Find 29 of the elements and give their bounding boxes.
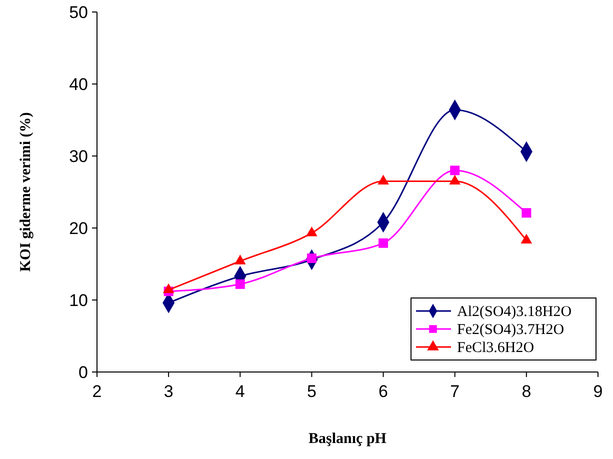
point (235, 279, 245, 289)
point (522, 208, 532, 218)
x-axis-title: Başlanıç pH (308, 431, 387, 447)
y-tick-label: 40 (69, 75, 88, 94)
legend-label: Al2(SO4)3.18H2O (457, 304, 572, 320)
x-tick-label: 4 (235, 382, 245, 401)
y-tick-label: 20 (69, 219, 88, 238)
point (520, 234, 532, 244)
legend-label: FeCl3.6H2O (457, 340, 534, 356)
x-tick-label: 8 (522, 382, 532, 401)
point (378, 174, 389, 184)
x-tick-label: 9 (593, 382, 603, 401)
point (162, 283, 174, 294)
y-tick-label: 10 (69, 291, 88, 310)
y-tick-label: 0 (78, 363, 88, 382)
x-tick-label: 2 (92, 382, 102, 401)
point (378, 238, 388, 248)
y-axis-title: KOI giderme verimi (%) (18, 112, 34, 272)
legend-label: Fe2(SO4)3.7H2O (457, 322, 564, 338)
y-tick-label: 30 (69, 147, 88, 166)
point (450, 166, 460, 176)
x-tick-label: 7 (450, 382, 460, 401)
point (449, 174, 460, 184)
point (234, 254, 246, 264)
y-tick-label: 50 (69, 3, 88, 22)
x-tick-label: 6 (378, 382, 388, 401)
x-tick-label: 5 (306, 382, 316, 401)
x-tick-label: 3 (164, 382, 174, 401)
point (306, 226, 318, 236)
